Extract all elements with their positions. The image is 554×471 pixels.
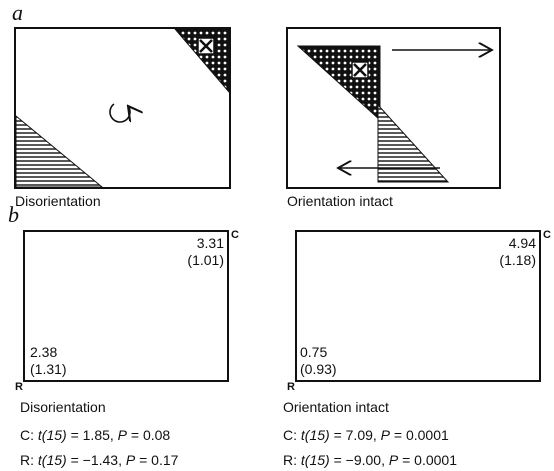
stat-text: t(15) [301,452,330,468]
stat-text: R: [283,452,301,468]
arena-disorientation [15,28,230,188]
stat-text: C: [283,427,301,443]
stat-text: = −1.43, [67,452,126,468]
corner-label: R [287,381,295,393]
mean: 0.75 [300,344,327,360]
sd: (1.18) [499,252,536,268]
corner-label: R [15,381,23,393]
stat-text: = 1.85, [67,427,118,443]
corner-label: C [543,229,551,241]
panel-label: a [12,0,23,25]
mean: 4.94 [509,235,536,251]
stat-text: t(15) [301,427,330,443]
sd: (1.31) [30,361,67,377]
caption: Orientation intact [283,399,389,415]
stat-text: C: [20,427,38,443]
panel-label: b [8,202,19,227]
caption: Disorientation [15,193,101,209]
statistics: R: t(15) = −9.00, P = 0.0001 [283,452,457,468]
sd: (0.93) [300,361,337,377]
arena-orientation-intact [287,28,500,188]
corner-label: C [231,229,239,241]
statistics: C: t(15) = 7.09, P = 0.0001 [283,427,449,443]
stat-text: t(15) [38,452,67,468]
figure: a Disorientation Orientation intact b C … [0,0,554,471]
stat-text: = 0.17 [135,452,178,468]
stat-text: = 0.0001 [398,452,457,468]
mean: 2.38 [30,344,57,360]
stat-text: t(15) [38,427,67,443]
statistics: C: t(15) = 1.85, P = 0.08 [20,427,170,443]
statistics: R: t(15) = −1.43, P = 0.17 [20,452,179,468]
caption: Orientation intact [287,193,393,209]
mean: 3.31 [197,235,224,251]
stat-text: = −9.00, [330,452,389,468]
stat-text: R: [20,452,38,468]
stat-text: = 0.0001 [390,427,449,443]
stat-text: = 7.09, [330,427,381,443]
sd: (1.01) [187,252,224,268]
stat-text: = 0.08 [127,427,170,443]
caption: Disorientation [20,399,106,415]
